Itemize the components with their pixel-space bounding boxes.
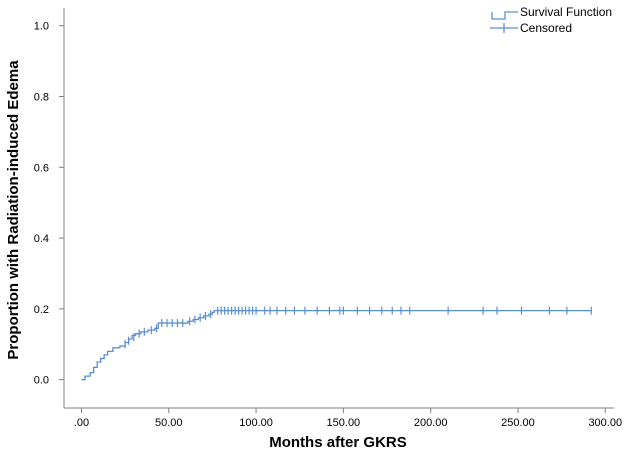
- legend-step-symbol: [491, 11, 518, 20]
- y-tick-label: 0.2: [34, 304, 49, 316]
- y-tick-label: 0.0: [34, 375, 49, 387]
- axes: [59, 8, 614, 413]
- x-tick-label: 250.00: [501, 417, 535, 429]
- x-tick-label: 150.00: [327, 417, 361, 429]
- survival-function-line: [81, 310, 592, 381]
- x-tick-label: 300.00: [588, 417, 622, 429]
- y-tick-label: 0.6: [34, 162, 49, 174]
- x-tick-label: 200.00: [414, 417, 448, 429]
- legend: Survival Function Censored: [490, 5, 612, 35]
- tick-labels: 0.0 0.2 0.4 0.6 0.8 1.0 .00 50.00 100.00 150.00 20…: [34, 21, 622, 429]
- y-axis-title: Proportion with Radiation-induced Edema: [5, 60, 22, 360]
- y-tick-label: 1.0: [34, 21, 49, 33]
- legend-label-censored: Censored: [520, 21, 572, 35]
- y-tick-label: 0.8: [34, 91, 49, 103]
- legend-label-survival: Survival Function: [520, 5, 612, 19]
- x-axis-title: Months after GKRS: [269, 434, 407, 451]
- y-tick-label: 0.4: [34, 233, 49, 245]
- x-tick-label: .00: [74, 417, 89, 429]
- x-tick-label: 50.00: [155, 417, 183, 429]
- x-tick-label: 100.00: [239, 417, 273, 429]
- series: [81, 306, 592, 381]
